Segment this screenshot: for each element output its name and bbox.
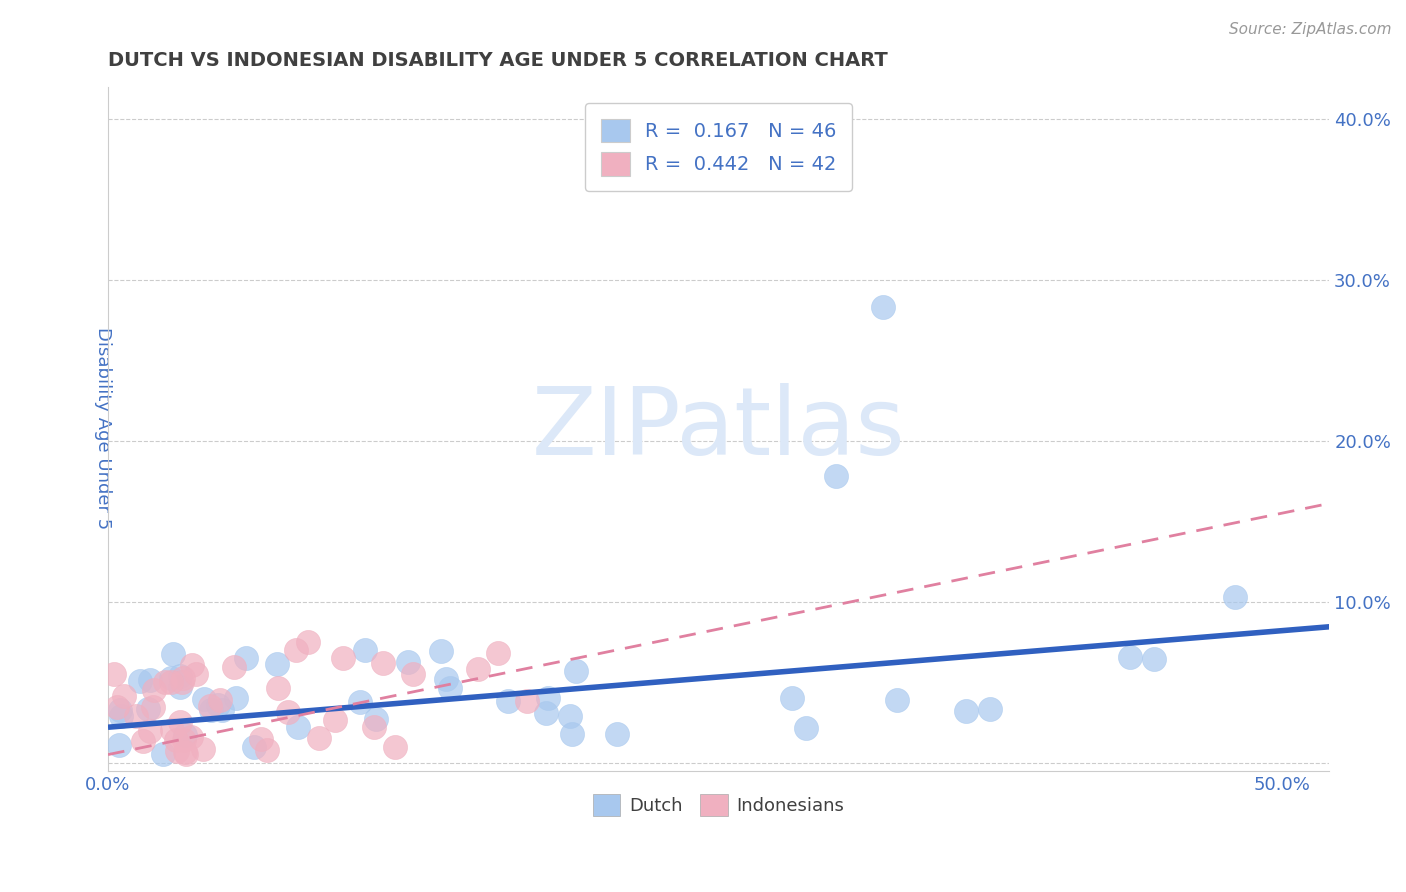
Point (979, 701, 1001, 715)
Point (180, 658, 202, 673)
Point (349, 695, 371, 709)
Point (124, 709, 146, 723)
Point (1119, 650, 1142, 665)
Point (308, 731, 330, 746)
Point (108, 738, 131, 752)
Point (561, 727, 583, 741)
Point (198, 699, 221, 714)
Point (243, 739, 266, 754)
Point (103, 667, 125, 681)
Point (110, 708, 132, 723)
Point (191, 741, 214, 756)
Point (371, 657, 394, 671)
Point (560, 709, 582, 723)
Point (129, 674, 152, 689)
Point (211, 703, 233, 717)
Point (169, 715, 191, 730)
Point (516, 694, 538, 708)
Point (235, 651, 257, 665)
Point (136, 702, 159, 716)
Point (132, 734, 155, 748)
Text: Source: ZipAtlas.com: Source: ZipAtlas.com (1229, 22, 1392, 37)
Point (439, 681, 461, 695)
Text: ZIPatlas: ZIPatlas (531, 383, 905, 475)
Point (323, 713, 346, 727)
Point (105, 700, 128, 714)
Point (537, 690, 560, 705)
Point (180, 730, 202, 744)
Point (110, 703, 132, 717)
Point (256, 743, 278, 757)
Point (363, 719, 385, 733)
Point (332, 651, 354, 665)
Point (165, 733, 187, 747)
Point (208, 693, 231, 707)
Point (186, 667, 208, 681)
Point (402, 667, 425, 681)
Point (170, 675, 193, 690)
Point (794, 721, 817, 735)
Point (166, 744, 188, 758)
Point (225, 690, 247, 705)
Point (297, 635, 319, 649)
Point (207, 698, 229, 712)
Point (174, 747, 197, 762)
Point (173, 745, 195, 759)
Point (287, 720, 309, 734)
Point (142, 683, 165, 698)
Point (886, 693, 908, 707)
Point (782, 691, 804, 706)
Point (277, 706, 299, 720)
Point (498, 693, 520, 707)
Point (174, 728, 197, 742)
Point (467, 662, 489, 676)
Point (384, 739, 406, 754)
Point (1225, 590, 1247, 604)
Text: DUTCH VS INDONESIAN DISABILITY AGE UNDER 5 CORRELATION CHART: DUTCH VS INDONESIAN DISABILITY AGE UNDER… (108, 51, 887, 70)
Point (193, 691, 215, 706)
Point (486, 646, 509, 660)
Point (200, 703, 222, 717)
Point (138, 723, 160, 738)
Point (266, 657, 288, 671)
Point (430, 644, 453, 658)
Point (825, 469, 848, 483)
Point (353, 643, 375, 657)
Point (169, 669, 191, 683)
Point (160, 672, 183, 686)
Point (250, 731, 273, 746)
Point (173, 732, 195, 747)
Point (364, 712, 387, 726)
Y-axis label: Disability Age Under 5: Disability Age Under 5 (94, 327, 112, 530)
Point (155, 674, 177, 689)
Point (396, 656, 419, 670)
Point (267, 681, 290, 695)
Point (172, 671, 194, 685)
Point (162, 647, 184, 661)
Point (141, 700, 163, 714)
Point (152, 747, 174, 761)
Point (284, 643, 307, 657)
Point (224, 660, 246, 674)
Point (160, 723, 183, 738)
Point (169, 680, 191, 694)
Point (112, 690, 135, 704)
Point (159, 674, 181, 689)
Point (434, 672, 457, 686)
Legend: Dutch, Indonesians: Dutch, Indonesians (585, 787, 852, 823)
Point (955, 705, 977, 719)
Point (1143, 652, 1166, 666)
Point (139, 673, 162, 687)
Point (606, 727, 628, 741)
Point (534, 706, 557, 720)
Point (564, 664, 586, 678)
Point (872, 300, 894, 314)
